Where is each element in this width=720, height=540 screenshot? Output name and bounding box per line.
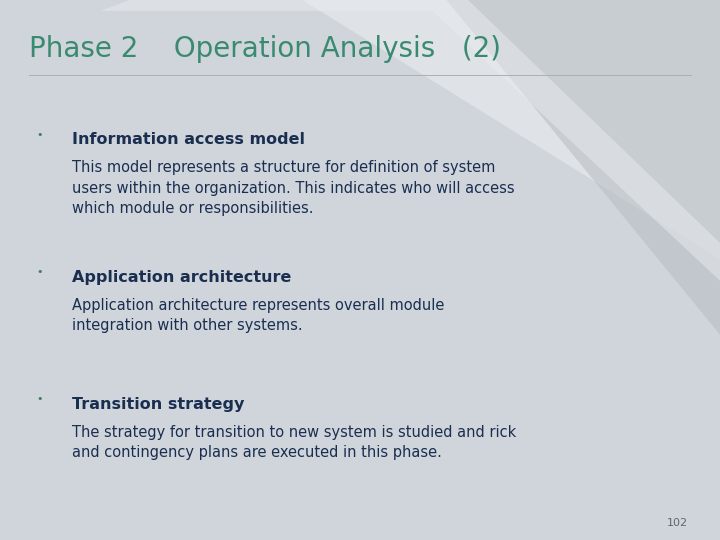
Text: Transition strategy: Transition strategy [72, 397, 244, 412]
Polygon shape [302, 0, 720, 259]
Text: Information access model: Information access model [72, 132, 305, 147]
Text: The strategy for transition to new system is studied and rick
and contingency pl: The strategy for transition to new syste… [72, 425, 516, 461]
Text: Application architecture represents overall module
integration with other system: Application architecture represents over… [72, 298, 444, 334]
Text: •: • [36, 130, 43, 140]
Text: •: • [36, 267, 43, 278]
Polygon shape [101, 0, 720, 281]
Text: This model represents a structure for definition of system
users within the orga: This model represents a structure for de… [72, 160, 515, 216]
Text: Phase 2    Operation Analysis   (2): Phase 2 Operation Analysis (2) [29, 35, 501, 63]
Polygon shape [446, 0, 720, 335]
Text: 102: 102 [667, 518, 688, 528]
Text: •: • [36, 394, 43, 404]
Text: Application architecture: Application architecture [72, 270, 292, 285]
